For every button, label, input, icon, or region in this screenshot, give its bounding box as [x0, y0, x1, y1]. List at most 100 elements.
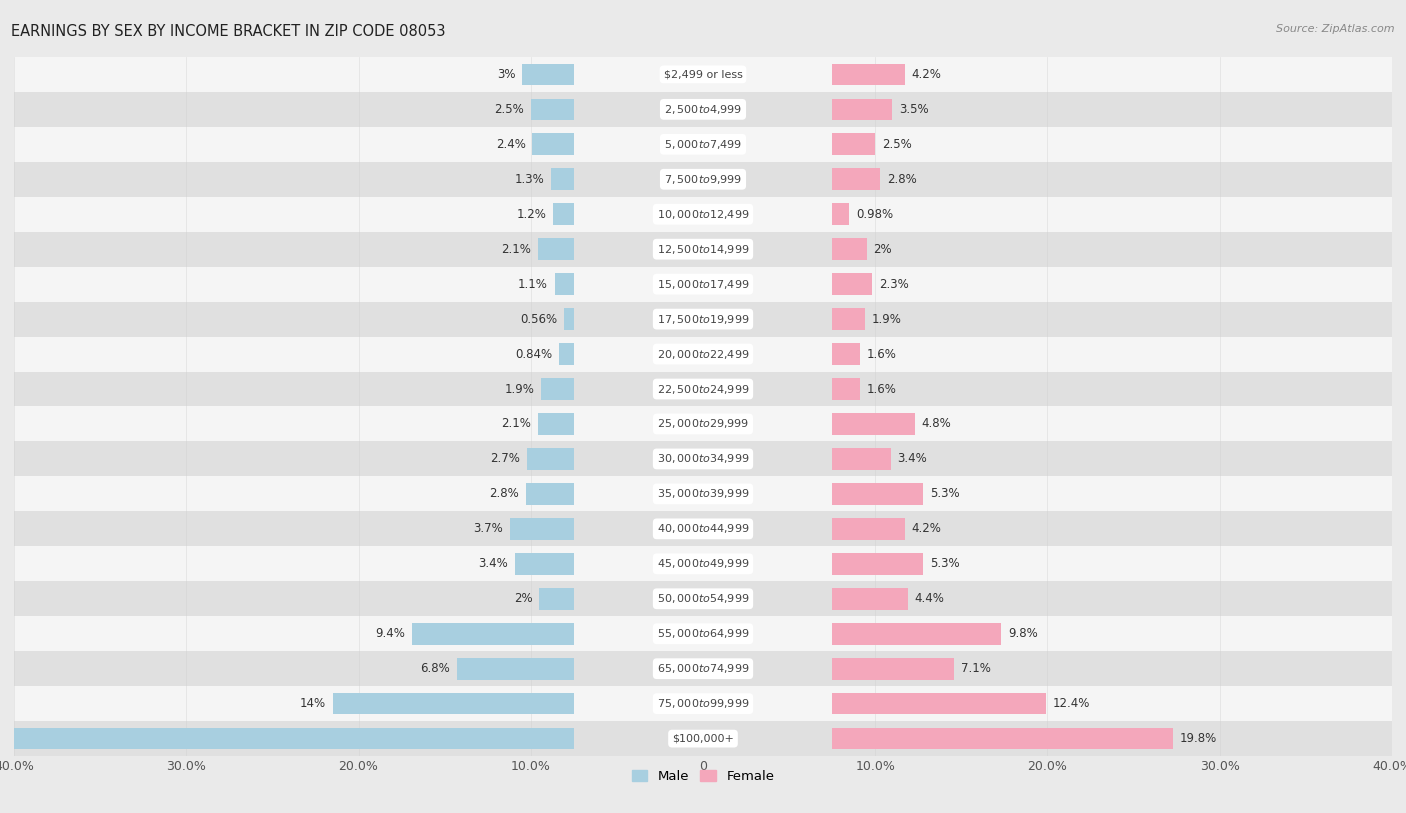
Bar: [14, 162, 1392, 197]
Bar: [832, 378, 859, 400]
Text: 1.2%: 1.2%: [516, 208, 547, 220]
Text: 2.5%: 2.5%: [494, 103, 524, 115]
Bar: [832, 413, 915, 435]
Text: $17,500 to $19,999: $17,500 to $19,999: [657, 313, 749, 325]
Bar: [832, 693, 1046, 715]
Bar: [832, 63, 904, 85]
Text: 2.3%: 2.3%: [879, 278, 908, 290]
Text: 0.56%: 0.56%: [520, 313, 557, 325]
Legend: Male, Female: Male, Female: [626, 764, 780, 788]
Bar: [510, 518, 574, 540]
Text: $12,500 to $14,999: $12,500 to $14,999: [657, 243, 749, 255]
Bar: [14, 546, 1392, 581]
Bar: [515, 553, 574, 575]
Text: 2.8%: 2.8%: [489, 488, 519, 500]
Bar: [526, 483, 574, 505]
Bar: [560, 343, 574, 365]
Bar: [553, 203, 574, 225]
Text: 0.98%: 0.98%: [856, 208, 893, 220]
Bar: [832, 343, 859, 365]
Bar: [14, 232, 1392, 267]
Bar: [14, 372, 1392, 406]
Bar: [14, 127, 1392, 162]
Text: 2.7%: 2.7%: [491, 453, 520, 465]
Text: $50,000 to $54,999: $50,000 to $54,999: [657, 593, 749, 605]
Text: 2.8%: 2.8%: [887, 173, 917, 185]
Bar: [14, 721, 1392, 756]
Bar: [555, 273, 574, 295]
Text: $2,499 or less: $2,499 or less: [664, 69, 742, 80]
Text: 1.3%: 1.3%: [515, 173, 544, 185]
Bar: [14, 337, 1392, 372]
Bar: [832, 518, 904, 540]
Bar: [551, 168, 574, 190]
Text: 7.1%: 7.1%: [962, 663, 991, 675]
Text: $40,000 to $44,999: $40,000 to $44,999: [657, 523, 749, 535]
Bar: [457, 658, 574, 680]
Bar: [540, 588, 574, 610]
Text: 2.1%: 2.1%: [501, 243, 531, 255]
Text: $45,000 to $49,999: $45,000 to $49,999: [657, 558, 749, 570]
Bar: [564, 308, 574, 330]
Text: 2.4%: 2.4%: [496, 138, 526, 150]
Text: EARNINGS BY SEX BY INCOME BRACKET IN ZIP CODE 08053: EARNINGS BY SEX BY INCOME BRACKET IN ZIP…: [11, 24, 446, 39]
Bar: [14, 511, 1392, 546]
Text: 1.1%: 1.1%: [519, 278, 548, 290]
Bar: [537, 413, 574, 435]
Bar: [832, 448, 891, 470]
Bar: [14, 616, 1392, 651]
Text: $7,500 to $9,999: $7,500 to $9,999: [664, 173, 742, 185]
Text: 1.9%: 1.9%: [505, 383, 534, 395]
Bar: [14, 406, 1392, 441]
Text: $5,000 to $7,499: $5,000 to $7,499: [664, 138, 742, 150]
Bar: [832, 623, 1001, 645]
Text: 1.9%: 1.9%: [872, 313, 901, 325]
Bar: [14, 686, 1392, 721]
Text: 9.8%: 9.8%: [1008, 628, 1038, 640]
Text: 4.8%: 4.8%: [922, 418, 952, 430]
Bar: [832, 588, 908, 610]
Text: $20,000 to $22,499: $20,000 to $22,499: [657, 348, 749, 360]
Text: 2.1%: 2.1%: [501, 418, 531, 430]
Bar: [537, 238, 574, 260]
Bar: [522, 63, 574, 85]
Bar: [14, 57, 1392, 92]
Text: 12.4%: 12.4%: [1053, 698, 1090, 710]
Text: 9.4%: 9.4%: [375, 628, 405, 640]
Text: $15,000 to $17,499: $15,000 to $17,499: [657, 278, 749, 290]
Text: $65,000 to $74,999: $65,000 to $74,999: [657, 663, 749, 675]
Bar: [832, 273, 872, 295]
Bar: [412, 623, 574, 645]
Text: 1.6%: 1.6%: [866, 348, 897, 360]
Text: 3.4%: 3.4%: [478, 558, 509, 570]
Text: Source: ZipAtlas.com: Source: ZipAtlas.com: [1277, 24, 1395, 34]
Bar: [832, 203, 849, 225]
Bar: [832, 98, 893, 120]
Text: 4.2%: 4.2%: [911, 523, 941, 535]
Text: $10,000 to $12,499: $10,000 to $12,499: [657, 208, 749, 220]
Text: 2%: 2%: [513, 593, 533, 605]
Bar: [14, 197, 1392, 232]
Bar: [14, 441, 1392, 476]
Bar: [832, 483, 924, 505]
Bar: [832, 308, 865, 330]
Text: 5.3%: 5.3%: [931, 558, 960, 570]
Bar: [14, 267, 1392, 302]
Text: 14%: 14%: [299, 698, 326, 710]
Bar: [832, 658, 955, 680]
Bar: [531, 98, 574, 120]
Text: 3.7%: 3.7%: [474, 523, 503, 535]
Text: 4.2%: 4.2%: [911, 68, 941, 80]
Bar: [832, 728, 1173, 750]
Bar: [832, 133, 875, 155]
Bar: [527, 448, 574, 470]
Text: $35,000 to $39,999: $35,000 to $39,999: [657, 488, 749, 500]
Bar: [541, 378, 574, 400]
Text: 3.4%: 3.4%: [897, 453, 928, 465]
Text: $100,000+: $100,000+: [672, 733, 734, 744]
Text: $25,000 to $29,999: $25,000 to $29,999: [657, 418, 749, 430]
Text: $30,000 to $34,999: $30,000 to $34,999: [657, 453, 749, 465]
Text: 5.3%: 5.3%: [931, 488, 960, 500]
Text: 19.8%: 19.8%: [1180, 733, 1218, 745]
Bar: [14, 651, 1392, 686]
